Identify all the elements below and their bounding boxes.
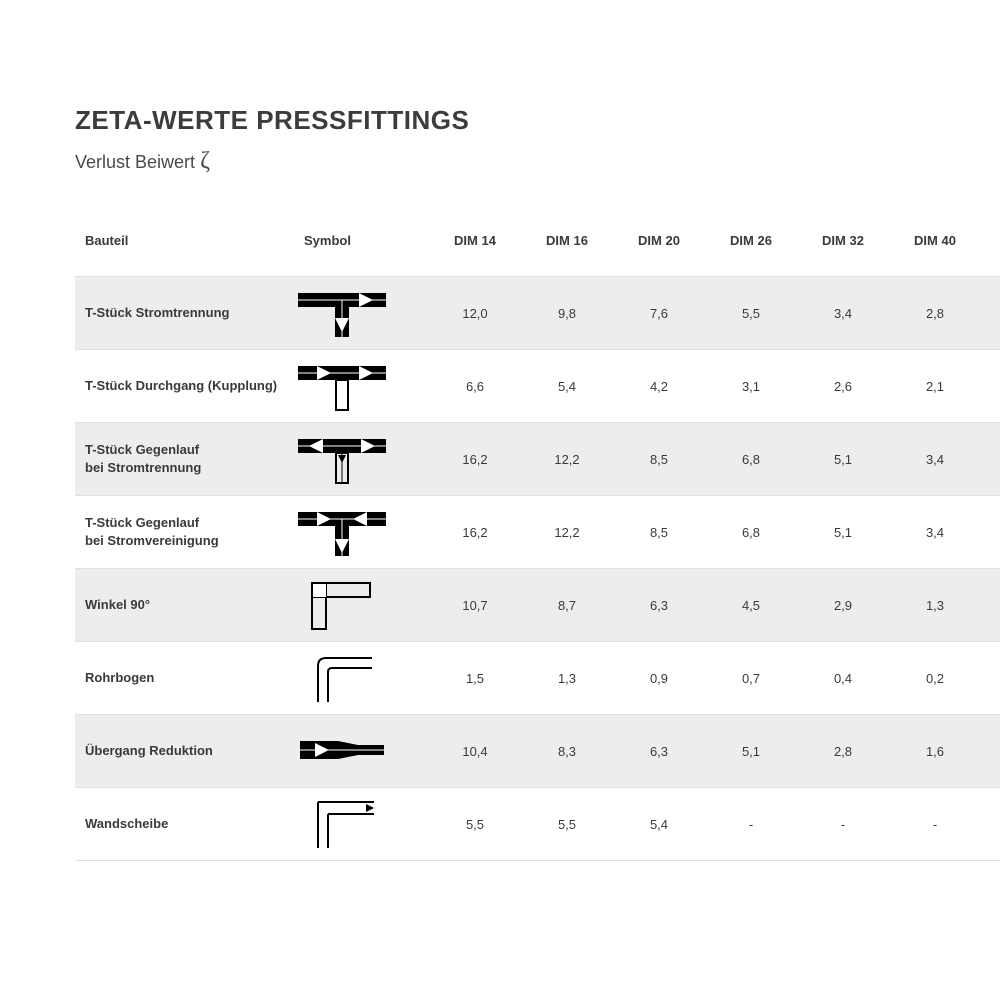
cell-value: - — [978, 642, 1000, 715]
row-name: T-Stück Gegenlaufbei Stromtrennung — [75, 423, 294, 496]
cell-value: 2,8 — [886, 277, 978, 350]
row-name: Übergang Reduktion — [75, 715, 294, 788]
cell-value: 7,6 — [610, 277, 702, 350]
row-name: T-Stück Stromtrennung — [75, 277, 294, 350]
cell-value: 16,2 — [426, 496, 518, 569]
cell-value: 8,7 — [518, 569, 610, 642]
cell-value: 2,6 — [794, 350, 886, 423]
row-name: T-Stück Gegenlaufbei Stromvereinigung — [75, 496, 294, 569]
cell-value: 2,2 — [978, 277, 1000, 350]
cell-value: 6,3 — [610, 569, 702, 642]
row-name: Winkel 90° — [75, 569, 294, 642]
table-row: Wandscheibe5,55,55,4---- — [75, 788, 1000, 861]
table-row: T-Stück Stromtrennung 12,09,87,65,53,42,8… — [75, 277, 1000, 350]
cell-value: 0,4 — [794, 642, 886, 715]
cell-value: 5,5 — [426, 788, 518, 861]
cell-value: 1,5 — [426, 642, 518, 715]
table-row: T-Stück Gegenlaufbei Stromvereinigung 16,… — [75, 496, 1000, 569]
cell-value: 3,4 — [794, 277, 886, 350]
cell-value: 1,6 — [886, 715, 978, 788]
cell-value: 10,7 — [426, 569, 518, 642]
cell-value: 4,2 — [610, 350, 702, 423]
subtitle: Verlust Beiwert ζ — [75, 148, 955, 175]
table-row: T-Stück Durchgang (Kupplung) 6,65,44,23,1… — [75, 350, 1000, 423]
cell-value: 5,1 — [702, 715, 794, 788]
cell-value: - — [886, 788, 978, 861]
cell-value: 8,5 — [610, 496, 702, 569]
cell-value: 5,1 — [794, 423, 886, 496]
cell-value: 3,4 — [886, 423, 978, 496]
zeta-symbol: ζ — [200, 148, 210, 174]
cell-value: 1,3 — [518, 642, 610, 715]
cell-value: 8,3 — [518, 715, 610, 788]
cell-value: 12,0 — [426, 277, 518, 350]
tee-branch-down-icon — [294, 277, 426, 350]
col-dim40: DIM 40 — [886, 223, 978, 277]
row-name: T-Stück Durchgang (Kupplung) — [75, 350, 294, 423]
table-header-row: Bauteil Symbol DIM 14 DIM 16 DIM 20 DIM … — [75, 223, 1000, 277]
tee-run-through-icon — [294, 350, 426, 423]
cell-value: 1,3 — [886, 569, 978, 642]
subtitle-prefix: Verlust Beiwert — [75, 152, 200, 172]
cell-value: 6,3 — [610, 715, 702, 788]
cell-value: 0,7 — [702, 642, 794, 715]
cell-value: 16,2 — [426, 423, 518, 496]
tee-counter-merge-icon — [294, 496, 426, 569]
cell-value: 12,2 — [518, 423, 610, 496]
cell-value: 0,9 — [610, 642, 702, 715]
col-dim20: DIM 20 — [610, 223, 702, 277]
cell-value: 2,9 — [794, 569, 886, 642]
cell-value: 4,5 — [702, 569, 794, 642]
cell-value: 2,1 — [886, 350, 978, 423]
col-dim14: DIM 14 — [426, 223, 518, 277]
zeta-table: Bauteil Symbol DIM 14 DIM 16 DIM 20 DIM … — [75, 223, 1000, 861]
table-row: Winkel 90°10,78,76,34,52,91,31,3 — [75, 569, 1000, 642]
table-row: Rohrbogen 1,51,30,90,70,40,2- — [75, 642, 1000, 715]
table-row: Übergang Reduktion 10,48,36,35,12,81,61,3 — [75, 715, 1000, 788]
col-bauteil: Bauteil — [75, 223, 294, 277]
cell-value: 8,5 — [610, 423, 702, 496]
cell-value: 5,1 — [794, 496, 886, 569]
row-name: Rohrbogen — [75, 642, 294, 715]
col-symbol: Symbol — [294, 223, 426, 277]
col-dim16: DIM 16 — [518, 223, 610, 277]
cell-value: - — [702, 788, 794, 861]
row-name: Wandscheibe — [75, 788, 294, 861]
cell-value: 5,4 — [518, 350, 610, 423]
page-title: ZETA-WERTE PRESSFITTINGS — [75, 105, 955, 136]
cell-value: 3,1 — [702, 350, 794, 423]
cell-value: - — [794, 788, 886, 861]
cell-value: 0,2 — [886, 642, 978, 715]
cell-value: 1,6 — [978, 350, 1000, 423]
cell-value: 5,5 — [518, 788, 610, 861]
col-dim32: DIM 32 — [794, 223, 886, 277]
cell-value: 1,3 — [978, 569, 1000, 642]
cell-value: 5,4 — [610, 788, 702, 861]
elbow-90-icon — [294, 569, 426, 642]
cell-value: 9,8 — [518, 277, 610, 350]
cell-value: 6,8 — [702, 496, 794, 569]
cell-value: 5,5 — [702, 277, 794, 350]
col-dim26: DIM 26 — [702, 223, 794, 277]
wall-plate-icon — [294, 788, 426, 861]
cell-value: 3,4 — [886, 496, 978, 569]
cell-value: - — [978, 788, 1000, 861]
cell-value: 1,3 — [978, 715, 1000, 788]
cell-value: 6,6 — [426, 350, 518, 423]
cell-value: 2,8 — [794, 715, 886, 788]
table-row: T-Stück Gegenlaufbei Stromtrennung 16,212… — [75, 423, 1000, 496]
reducer-icon — [294, 715, 426, 788]
cell-value: 2,8 — [978, 423, 1000, 496]
cell-value: 6,8 — [702, 423, 794, 496]
cell-value: 12,2 — [518, 496, 610, 569]
cell-value: 10,4 — [426, 715, 518, 788]
cell-value: 2,8 — [978, 496, 1000, 569]
pipe-bend-icon — [294, 642, 426, 715]
col-dim50: DIM 50 — [978, 223, 1000, 277]
tee-counter-split-icon — [294, 423, 426, 496]
